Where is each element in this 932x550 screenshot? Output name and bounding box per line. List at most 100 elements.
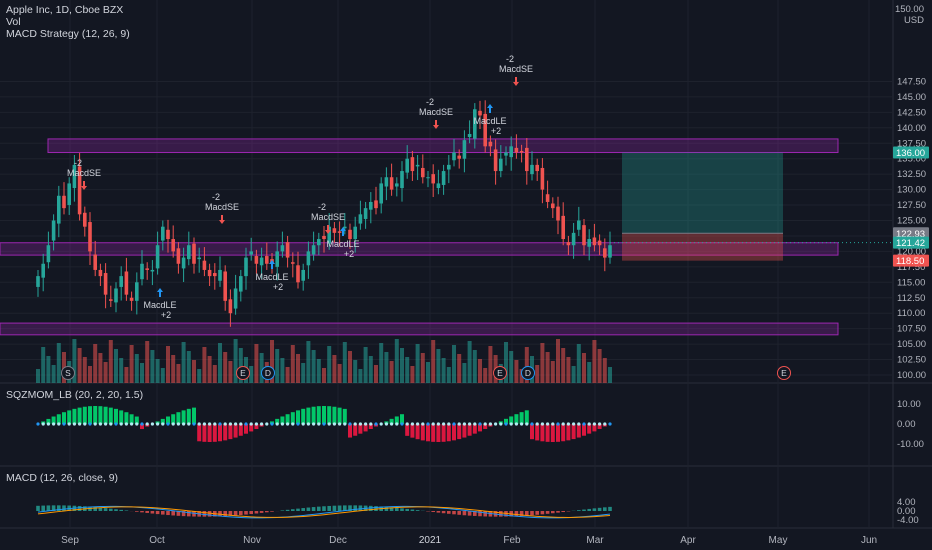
sqz-dot [572, 422, 576, 426]
macd-histogram-bar [551, 511, 555, 514]
sqz-bar [587, 424, 592, 434]
macd-histogram-bar [499, 511, 503, 517]
volume-bar [41, 347, 46, 383]
macd-histogram-bar [384, 506, 389, 511]
sqz-bar [98, 406, 103, 424]
macd-histogram-bar [98, 507, 103, 511]
macd-histogram-bar [462, 511, 467, 516]
sqz-dot [104, 422, 108, 426]
sqz-dot [566, 422, 571, 426]
event-marker-label: E [497, 368, 503, 378]
sqz-bar [114, 408, 118, 424]
sqz-bar [389, 418, 394, 424]
event-marker [493, 366, 507, 380]
sqz-bar [327, 406, 332, 424]
sqz-dot [322, 422, 326, 426]
volume-bar [51, 365, 56, 383]
candle [525, 147, 529, 172]
sqz-bar [88, 406, 92, 424]
candle [46, 245, 51, 263]
sqz-dot [410, 422, 414, 426]
macd-histogram-bar [77, 505, 82, 511]
macd-histogram-bar [103, 508, 108, 511]
volume-bar [436, 349, 441, 383]
candle [447, 164, 451, 170]
macd-histogram-bar [150, 511, 155, 514]
candle [275, 251, 279, 267]
event-marker [61, 366, 75, 380]
candle [483, 113, 487, 147]
currency-unit: USD [903, 15, 924, 26]
volume-bar [160, 368, 165, 383]
short-signal-arrow [81, 181, 87, 190]
macd-histogram-bar [389, 507, 394, 511]
macd-histogram-bar [291, 509, 295, 511]
macd-histogram-bar [358, 505, 363, 511]
event-marker-label: E [781, 368, 787, 378]
candle [488, 141, 493, 147]
sqz-bar [478, 424, 482, 432]
sqz-dot [171, 422, 175, 426]
sqz-bar [134, 416, 139, 424]
macd-histogram-bar [306, 507, 311, 511]
sqz-bar [176, 412, 181, 424]
y-tick-label: 132.50 [897, 169, 926, 180]
sqz-dot [275, 422, 279, 426]
candle [103, 273, 108, 295]
y-tick-label: 130.00 [897, 185, 926, 196]
volume-bar [202, 347, 207, 383]
sqz-dot [46, 422, 51, 426]
sqz-bar [290, 412, 295, 424]
sqz-tick-label: 10.00 [897, 399, 921, 410]
x-tick-label: 2021 [419, 535, 442, 546]
sqz-dot [291, 422, 295, 426]
volume-bar [114, 349, 118, 383]
candle [343, 226, 347, 229]
sqz-bar [405, 424, 410, 436]
macd-tick-label: 0.00 [897, 506, 916, 517]
sqz-tick-label: -10.00 [897, 439, 924, 450]
candle [462, 140, 467, 159]
macd-histogram-bar [202, 511, 207, 517]
sqz-bar [530, 424, 534, 440]
candle [374, 200, 378, 209]
volume-bar [280, 358, 285, 383]
macd-histogram-bar [93, 507, 97, 511]
volume-bar [290, 345, 295, 383]
sqz-bar [249, 424, 254, 432]
volume-bar [535, 365, 540, 383]
sqz-dot [598, 422, 602, 426]
candle [197, 257, 201, 260]
candle [431, 174, 435, 184]
candle [254, 256, 259, 264]
volume-bar [348, 351, 352, 383]
sqz-dot [114, 422, 118, 426]
sqz-dot [348, 422, 352, 426]
volume-bar [550, 361, 555, 383]
volume-bar [88, 366, 92, 383]
volume-bar [322, 368, 326, 383]
volume-bar [98, 353, 103, 383]
sqz-dot [254, 422, 258, 426]
macd-histogram-bar [296, 508, 300, 511]
sqz-dot [494, 422, 498, 426]
macd-histogram-bar [166, 511, 170, 516]
volume-bar [306, 341, 311, 383]
volume-bar [514, 360, 519, 383]
volume-bar [394, 339, 399, 383]
sqz-bar [316, 406, 321, 424]
candle [457, 155, 461, 159]
sqz-dot [504, 422, 508, 426]
signal-label: MacdLE [143, 300, 176, 310]
sqz-dot [109, 422, 113, 426]
volume-bar [150, 350, 155, 383]
candle [348, 229, 352, 240]
sqz-bar [348, 424, 352, 438]
short-signal-arrow [325, 225, 331, 234]
sqz-dot [192, 422, 196, 426]
volume-bar [571, 366, 576, 383]
sqz-bar [56, 414, 61, 424]
candle [57, 195, 61, 224]
volume-bar [363, 347, 368, 383]
